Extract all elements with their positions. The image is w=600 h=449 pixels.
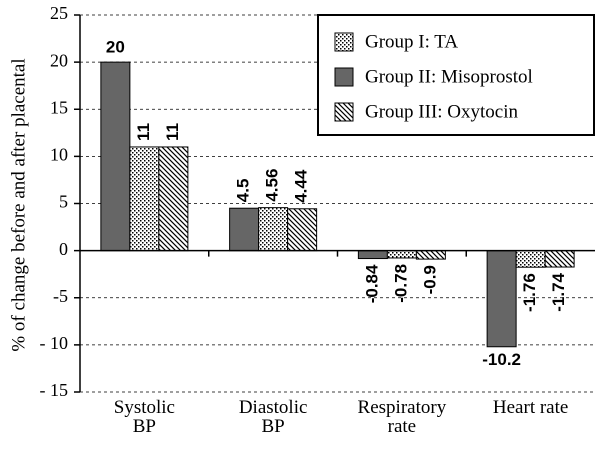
- y-tick-label: 10: [50, 145, 68, 165]
- bar: [287, 208, 318, 252]
- value-label: -1.76: [520, 273, 539, 312]
- value-label: -10.2: [482, 350, 521, 369]
- bar: [357, 250, 388, 260]
- value-label: 20: [106, 38, 125, 57]
- legend-swatch: [334, 32, 354, 52]
- bar: [229, 207, 260, 252]
- y-tick-label: 25: [50, 3, 68, 23]
- legend-box: [317, 14, 595, 136]
- x-tick-label: Heart rate: [492, 397, 569, 418]
- y-tick-label: - 15: [40, 380, 69, 400]
- bar: [258, 207, 289, 252]
- x-tick-label: Respiratory rate: [357, 397, 447, 437]
- value-label: 4.5: [234, 179, 253, 203]
- y-tick-label: -5: [53, 286, 68, 306]
- value-label: 4.44: [292, 169, 311, 203]
- legend-label: Group III: Oxytocin: [365, 101, 519, 122]
- y-tick-label: 20: [50, 50, 68, 70]
- value-label: -1.74: [549, 272, 568, 311]
- legend-label: Group I: TA: [365, 31, 458, 52]
- x-tick-label: Systolic BP: [113, 397, 175, 437]
- y-tick-label: 5: [59, 192, 68, 212]
- bar: [129, 146, 160, 252]
- bar: [386, 250, 417, 259]
- bar: [515, 250, 546, 268]
- legend-swatch: [334, 67, 354, 87]
- value-label: 4.56: [263, 169, 282, 202]
- legend-swatch: [334, 102, 354, 122]
- bar: [415, 250, 446, 260]
- value-label: 11: [163, 123, 182, 141]
- bar: [544, 250, 575, 268]
- x-tick-label: Diastolic BP: [238, 397, 308, 437]
- y-tick-label: - 10: [40, 333, 69, 353]
- value-label: -0.84: [362, 264, 381, 303]
- y-tick-label: 15: [50, 97, 68, 117]
- bar: [100, 61, 131, 252]
- y-axis-label: % of change before and after placental: [8, 58, 29, 351]
- bar: [158, 146, 189, 252]
- value-label: 11: [134, 123, 153, 141]
- legend-label: Group II: Misoprostol: [365, 66, 533, 87]
- value-label: -0.78: [391, 264, 410, 303]
- value-label: -0.9: [420, 265, 439, 294]
- bar: [486, 250, 517, 348]
- y-tick-label: 0: [59, 239, 68, 259]
